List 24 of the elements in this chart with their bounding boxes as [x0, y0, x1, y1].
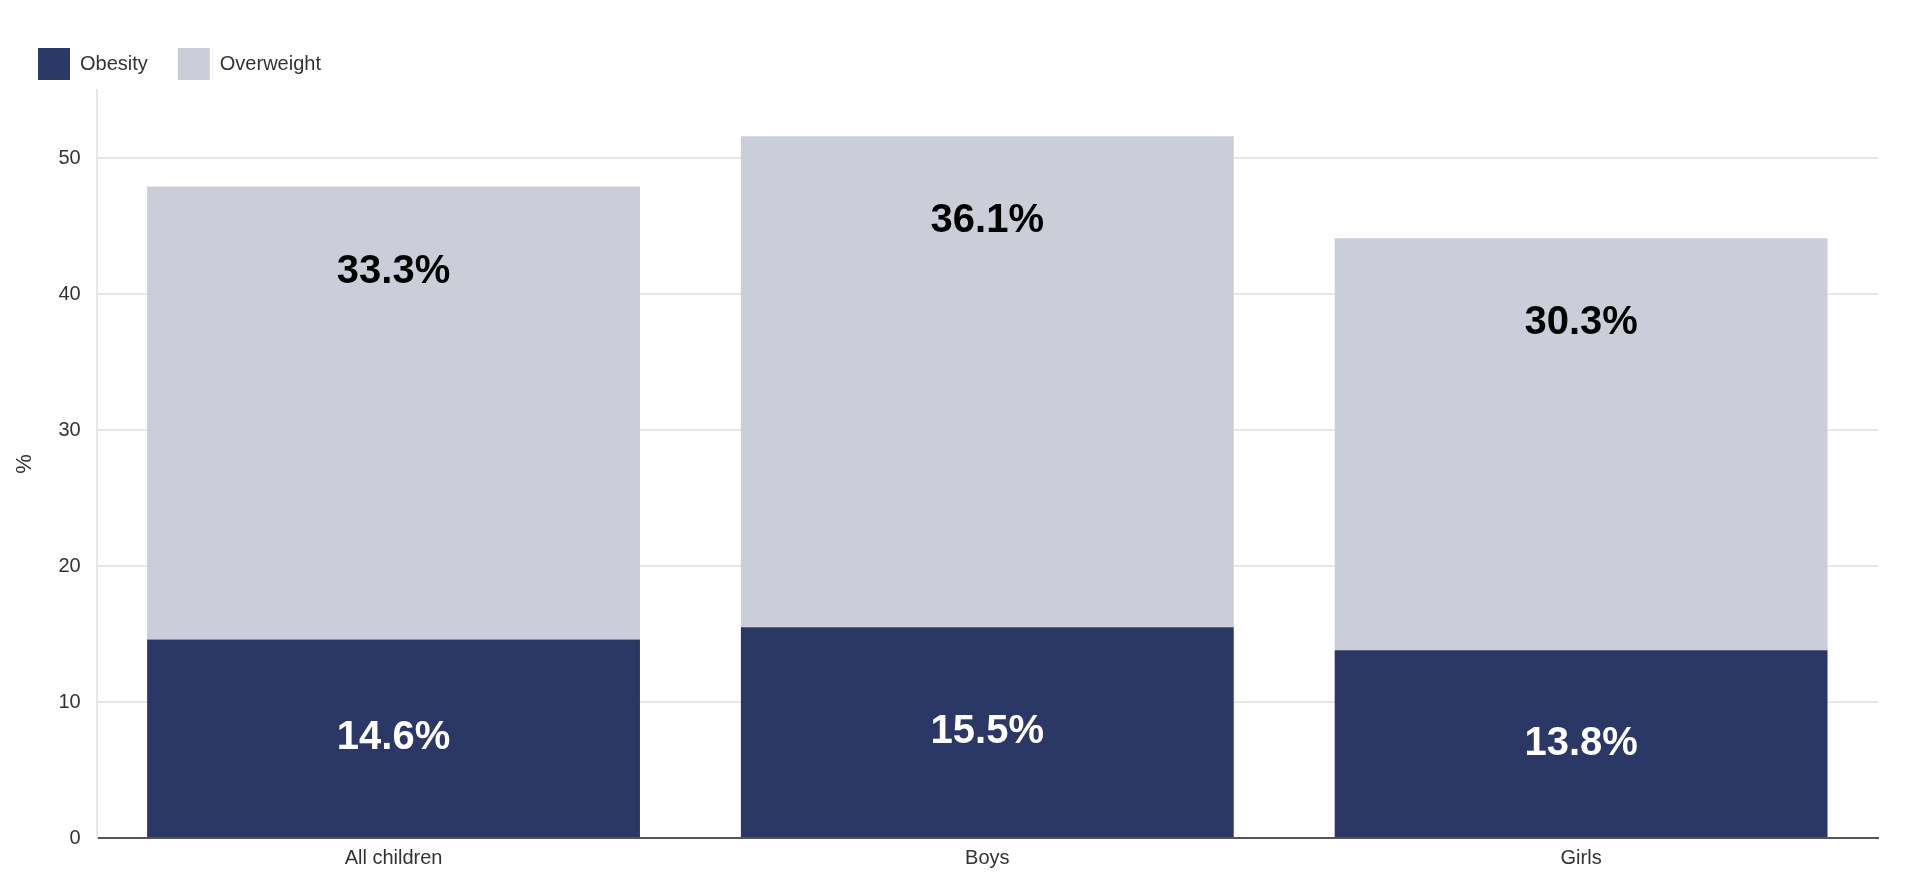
y-tick-label: 10 — [58, 689, 81, 712]
y-axis-title: % — [11, 454, 37, 474]
x-tick-label: Boys — [965, 845, 1010, 868]
y-tick-label: 50 — [58, 145, 81, 168]
data-label: 15.5% — [930, 707, 1045, 752]
x-tick-label: Girls — [1560, 845, 1602, 868]
data-label: 30.3% — [1524, 298, 1638, 343]
bar — [147, 186, 640, 640]
y-tick-label: 30 — [58, 417, 81, 440]
y-tick-label: 0 — [69, 825, 81, 848]
legend-label: Overweight — [219, 51, 322, 74]
bar — [1334, 650, 1828, 837]
data-label: 13.8% — [1524, 718, 1638, 763]
data-label: 36.1% — [930, 196, 1045, 241]
bar — [1334, 238, 1828, 651]
x-tick-label: All children — [344, 845, 443, 868]
y-tick-label: 40 — [58, 281, 81, 304]
legend-label: Obesity — [80, 51, 148, 74]
bar — [740, 627, 1234, 837]
y-tick-label: 20 — [58, 553, 81, 576]
data-label: 33.3% — [336, 246, 451, 291]
data-label: 14.6% — [336, 713, 451, 758]
bar — [147, 639, 640, 837]
bar — [740, 136, 1234, 628]
